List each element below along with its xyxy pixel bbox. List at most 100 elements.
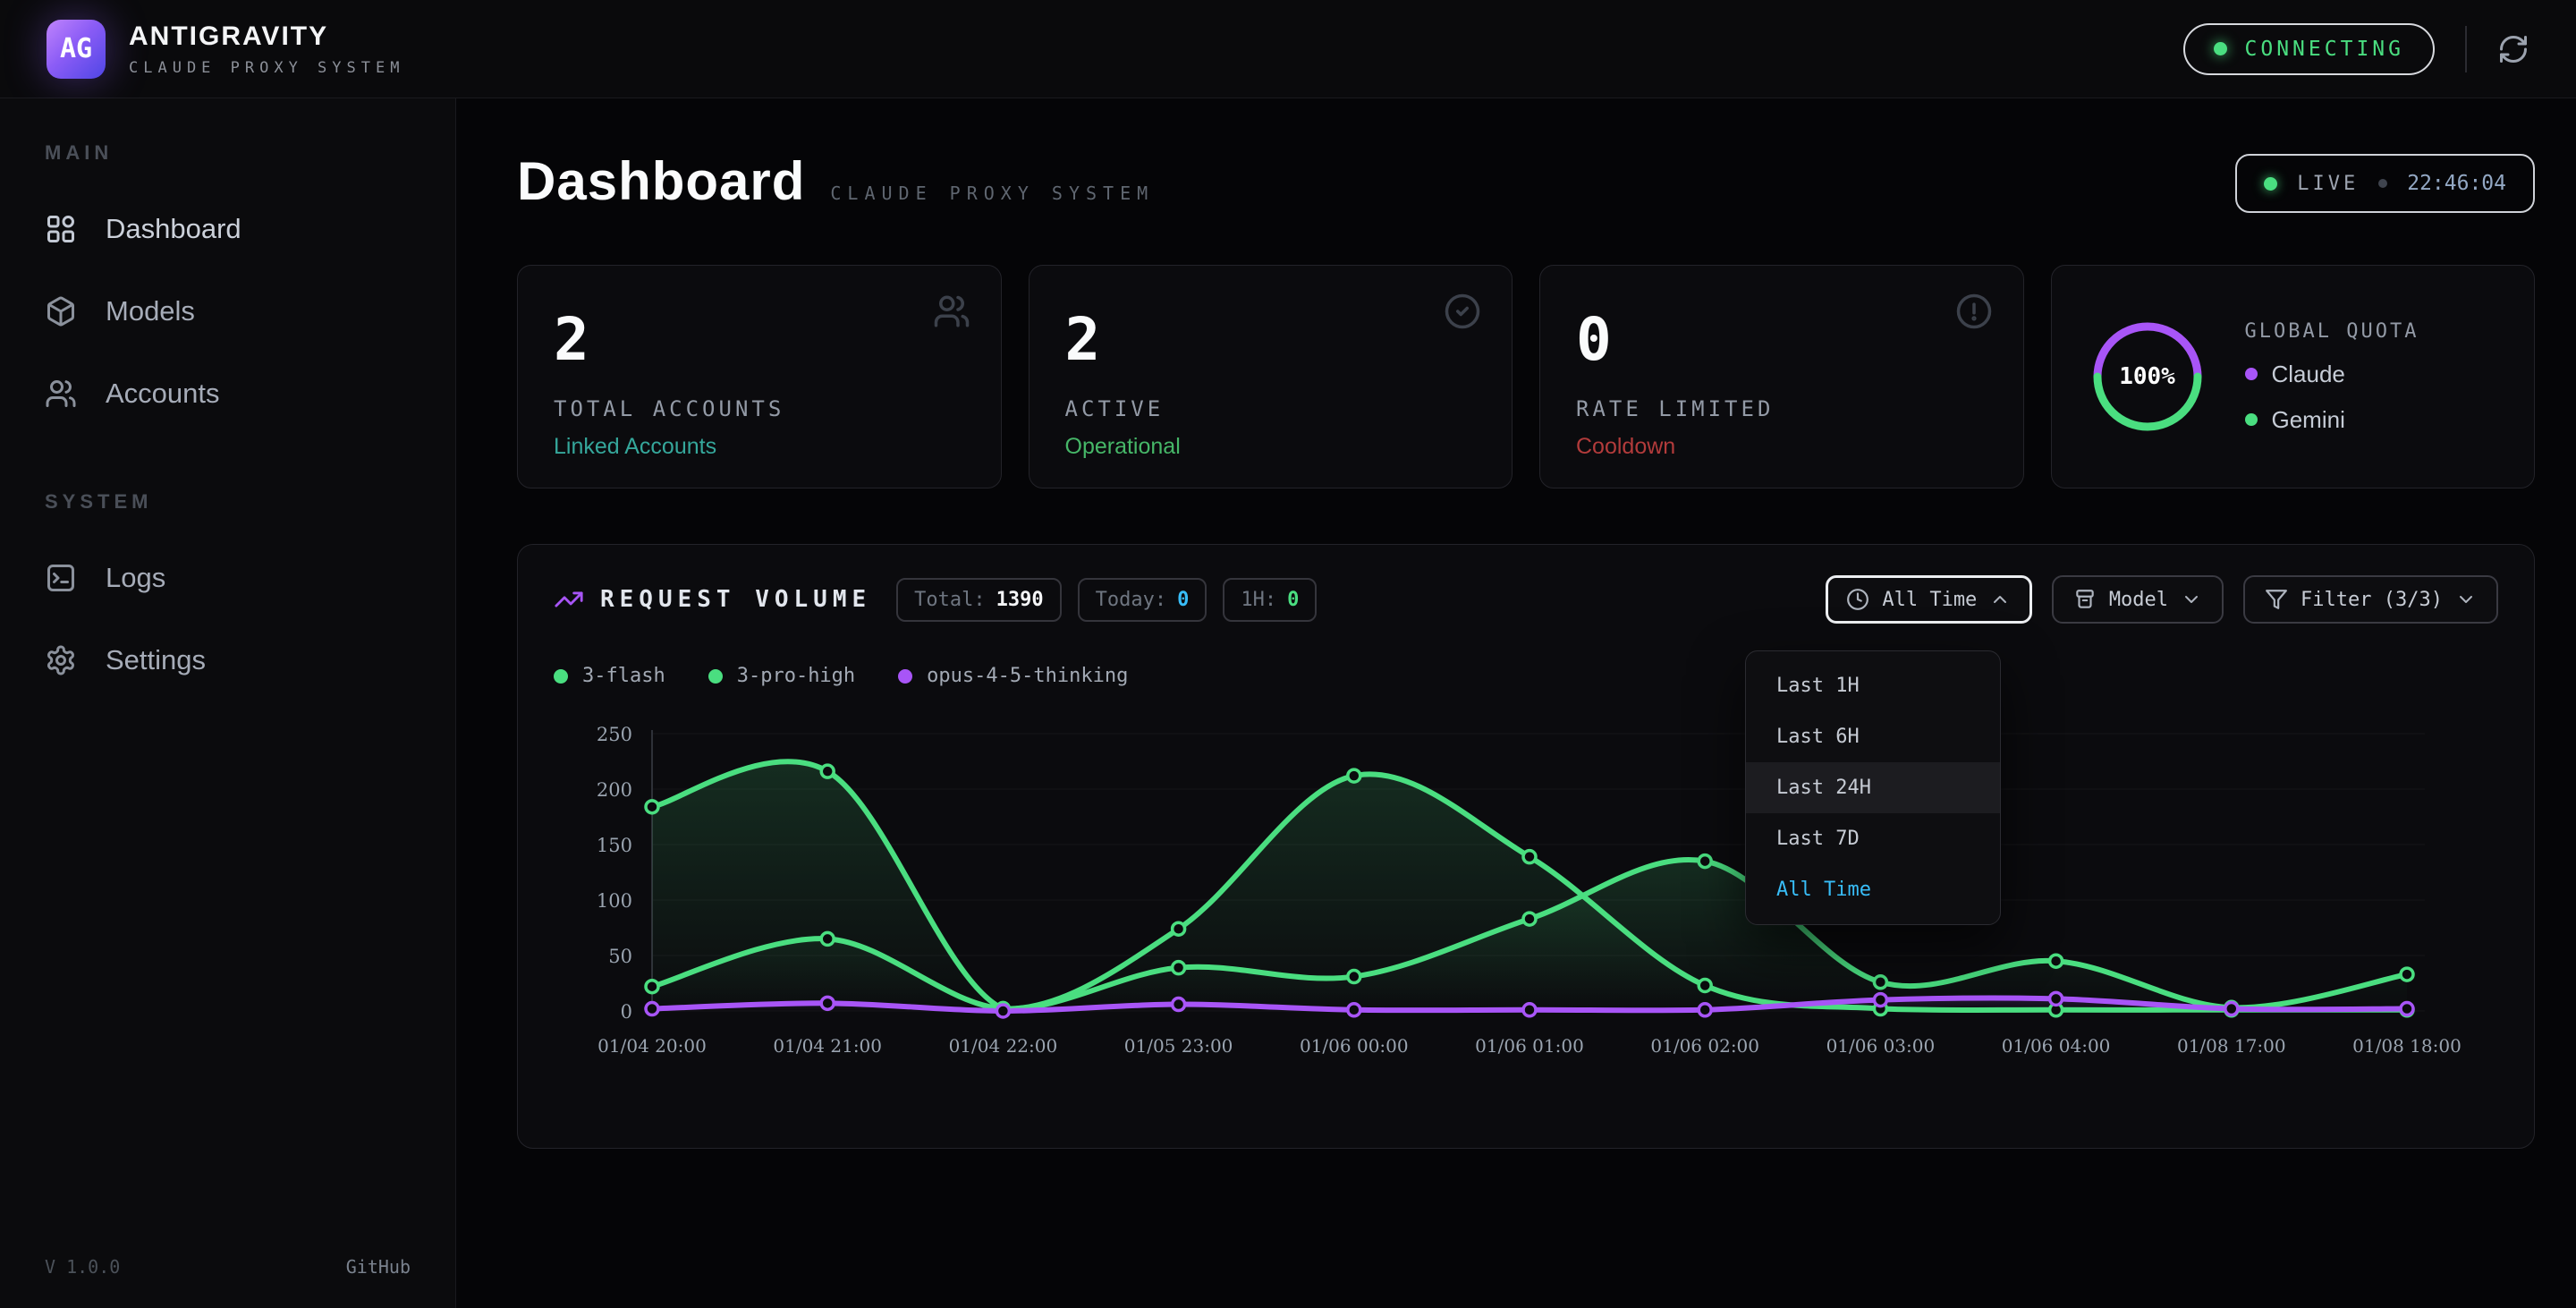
- card-global-quota: 100% GLOBAL QUOTA Claude Gemini: [2051, 265, 2536, 488]
- alert-circle-icon: [1955, 293, 1993, 330]
- sidebar-item-label: Models: [106, 295, 195, 327]
- refresh-icon[interactable]: [2497, 33, 2529, 65]
- stat-value: 2: [554, 310, 965, 369]
- menu-item-last-24h[interactable]: Last 24H: [1746, 762, 2000, 813]
- badge-label: Today:: [1096, 589, 1166, 611]
- svg-text:01/06 03:00: 01/06 03:00: [1826, 1035, 1936, 1057]
- app-title: ANTIGRAVITY: [129, 21, 404, 52]
- svg-text:01/06 00:00: 01/06 00:00: [1300, 1035, 1409, 1057]
- brand: AG ANTIGRAVITY CLAUDE PROXY SYSTEM: [47, 20, 404, 79]
- stat-value: 0: [1576, 310, 1987, 369]
- status-dot: [2214, 42, 2227, 55]
- svg-text:01/06 02:00: 01/06 02:00: [1650, 1035, 1759, 1057]
- app-subtitle: CLAUDE PROXY SYSTEM: [129, 59, 404, 77]
- menu-item-all-time[interactable]: All Time: [1746, 864, 2000, 915]
- users-icon: [45, 378, 77, 410]
- svg-text:0: 0: [621, 1001, 632, 1023]
- menu-item-last-6h[interactable]: Last 6H: [1746, 711, 2000, 762]
- stat-label: ACTIVE: [1065, 396, 1477, 421]
- svg-text:50: 50: [608, 946, 632, 967]
- live-label: LIVE: [2297, 173, 2359, 195]
- stat-sublabel: Cooldown: [1576, 434, 1987, 460]
- time-range-dropdown-button[interactable]: All Time: [1826, 575, 2032, 624]
- card-rate-limited: 0 RATE LIMITED Cooldown: [1539, 265, 2024, 488]
- users-icon: [933, 293, 970, 330]
- stat-value: 2: [1065, 310, 1477, 369]
- sidebar-section-system: SYSTEM: [45, 490, 455, 514]
- svg-text:01/08 18:00: 01/08 18:00: [2352, 1035, 2462, 1057]
- sidebar-item-accounts[interactable]: Accounts: [0, 352, 455, 435]
- svg-text:01/06 01:00: 01/06 01:00: [1475, 1035, 1584, 1057]
- page-title: Dashboard: [517, 150, 805, 212]
- cube-icon: [45, 295, 77, 327]
- today-badge: Today: 0: [1078, 578, 1208, 622]
- legend-item-3-flash: 3-flash: [554, 665, 665, 687]
- clock-value: 22:46:04: [2407, 172, 2506, 195]
- total-badge: Total: 1390: [896, 578, 1061, 622]
- svg-text:200: 200: [597, 779, 632, 801]
- sidebar-item-settings[interactable]: Settings: [0, 619, 455, 701]
- time-range-label: All Time: [1882, 589, 1977, 611]
- quota-legend-label: Claude: [2272, 361, 2345, 388]
- badge-value: 0: [1177, 589, 1189, 611]
- stat-label: TOTAL ACCOUNTS: [554, 396, 965, 421]
- filter-button-label: Filter (3/3): [2301, 589, 2443, 611]
- live-dot: [2264, 177, 2277, 191]
- badge-label: 1H:: [1241, 589, 1276, 611]
- live-clock-badge: LIVE 22:46:04: [2235, 154, 2535, 213]
- topbar: AG ANTIGRAVITY CLAUDE PROXY SYSTEM CONNE…: [0, 0, 2576, 98]
- sidebar-section-main: MAIN: [45, 141, 455, 165]
- chart-legend: 3-flash 3-pro-high opus-4-5-thinking: [554, 665, 2498, 687]
- sidebar-item-label: Settings: [106, 644, 206, 676]
- chevron-down-icon: [2455, 589, 2477, 610]
- request-volume-panel: REQUEST VOLUME Total: 1390 Today: 0 1H: …: [517, 544, 2535, 1149]
- time-range-menu: Last 1H Last 6H Last 24H Last 7D All Tim…: [1745, 650, 2001, 925]
- svg-text:01/04 21:00: 01/04 21:00: [773, 1035, 882, 1057]
- page-subtitle: CLAUDE PROXY SYSTEM: [830, 183, 1154, 204]
- hour-badge: 1H: 0: [1223, 578, 1317, 622]
- quota-title: GLOBAL QUOTA: [2245, 320, 2419, 343]
- connection-status-badge: CONNECTING: [2183, 23, 2435, 75]
- filter-dropdown-button[interactable]: Filter (3/3): [2243, 575, 2498, 624]
- legend-label: 3-pro-high: [737, 665, 855, 687]
- badge-value: 1390: [996, 589, 1044, 611]
- svg-text:150: 150: [597, 835, 632, 856]
- menu-item-last-7d[interactable]: Last 7D: [1746, 813, 2000, 864]
- stat-label: RATE LIMITED: [1576, 396, 1987, 421]
- github-link[interactable]: GitHub: [346, 1256, 411, 1278]
- separator-dot: [2378, 179, 2387, 188]
- claude-dot: [2245, 368, 2258, 380]
- legend-item-opus: opus-4-5-thinking: [898, 665, 1128, 687]
- chevron-down-icon: [2181, 589, 2202, 610]
- series-dot: [898, 669, 912, 684]
- legend-label: 3-flash: [582, 665, 665, 687]
- main-content: Dashboard CLAUDE PROXY SYSTEM LIVE 22:46…: [456, 98, 2576, 1308]
- stat-cards-row: 2 TOTAL ACCOUNTS Linked Accounts 2 ACTIV…: [517, 265, 2535, 488]
- sidebar-item-logs[interactable]: Logs: [0, 537, 455, 619]
- archive-box-icon: [2073, 588, 2097, 611]
- model-dropdown-button[interactable]: Model: [2052, 575, 2224, 624]
- quota-percent: 100%: [2088, 317, 2207, 437]
- version-label: V 1.0.0: [45, 1256, 120, 1278]
- stat-sublabel: Operational: [1065, 434, 1477, 460]
- svg-text:01/05 23:00: 01/05 23:00: [1124, 1035, 1233, 1057]
- card-active: 2 ACTIVE Operational: [1029, 265, 1513, 488]
- quota-legend-label: Gemini: [2272, 406, 2345, 434]
- svg-text:01/06 04:00: 01/06 04:00: [2002, 1035, 2111, 1057]
- sidebar-item-models[interactable]: Models: [0, 270, 455, 352]
- terminal-icon: [45, 562, 77, 594]
- menu-item-last-1h[interactable]: Last 1H: [1746, 660, 2000, 711]
- check-circle-icon: [1444, 293, 1481, 330]
- app-logo: AG: [47, 20, 106, 79]
- sidebar-item-label: Logs: [106, 562, 165, 594]
- series-dot: [554, 669, 568, 684]
- stat-sublabel: Linked Accounts: [554, 434, 965, 460]
- funnel-icon: [2265, 588, 2288, 611]
- svg-text:01/04 22:00: 01/04 22:00: [949, 1035, 1058, 1057]
- sidebar-item-label: Dashboard: [106, 213, 242, 245]
- sidebar-item-dashboard[interactable]: Dashboard: [0, 188, 455, 270]
- svg-text:01/04 20:00: 01/04 20:00: [597, 1035, 707, 1057]
- sidebar-item-label: Accounts: [106, 378, 220, 410]
- grid-icon: [45, 213, 77, 245]
- card-total-accounts: 2 TOTAL ACCOUNTS Linked Accounts: [517, 265, 1002, 488]
